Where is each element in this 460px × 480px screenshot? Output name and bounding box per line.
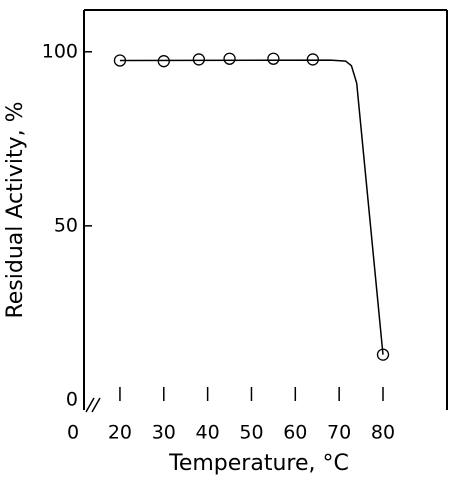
x-tick-label: 30	[152, 422, 176, 444]
data-point	[223, 52, 236, 65]
x-tick-label: 50	[239, 422, 263, 444]
data-point	[192, 53, 206, 66]
y-tick-label: 100	[42, 40, 78, 62]
data-point	[157, 55, 170, 68]
x-tick-label: 20	[108, 422, 132, 444]
x-tick-label: 60	[283, 422, 307, 444]
y-axis-label: Residual Activity, %	[3, 101, 28, 318]
data-point	[267, 52, 280, 65]
x-tick-label: 40	[196, 422, 220, 444]
x-break-label: 0	[67, 422, 79, 444]
y-tick-label: 0	[66, 388, 78, 410]
x-axis-label: Temperature, °C	[168, 451, 349, 476]
x-tick-label: 80	[371, 422, 395, 444]
y-tick-label: 50	[54, 214, 78, 236]
fit-line	[119, 59, 384, 355]
x-tick-label: 70	[327, 422, 351, 444]
axis-break	[85, 397, 101, 413]
